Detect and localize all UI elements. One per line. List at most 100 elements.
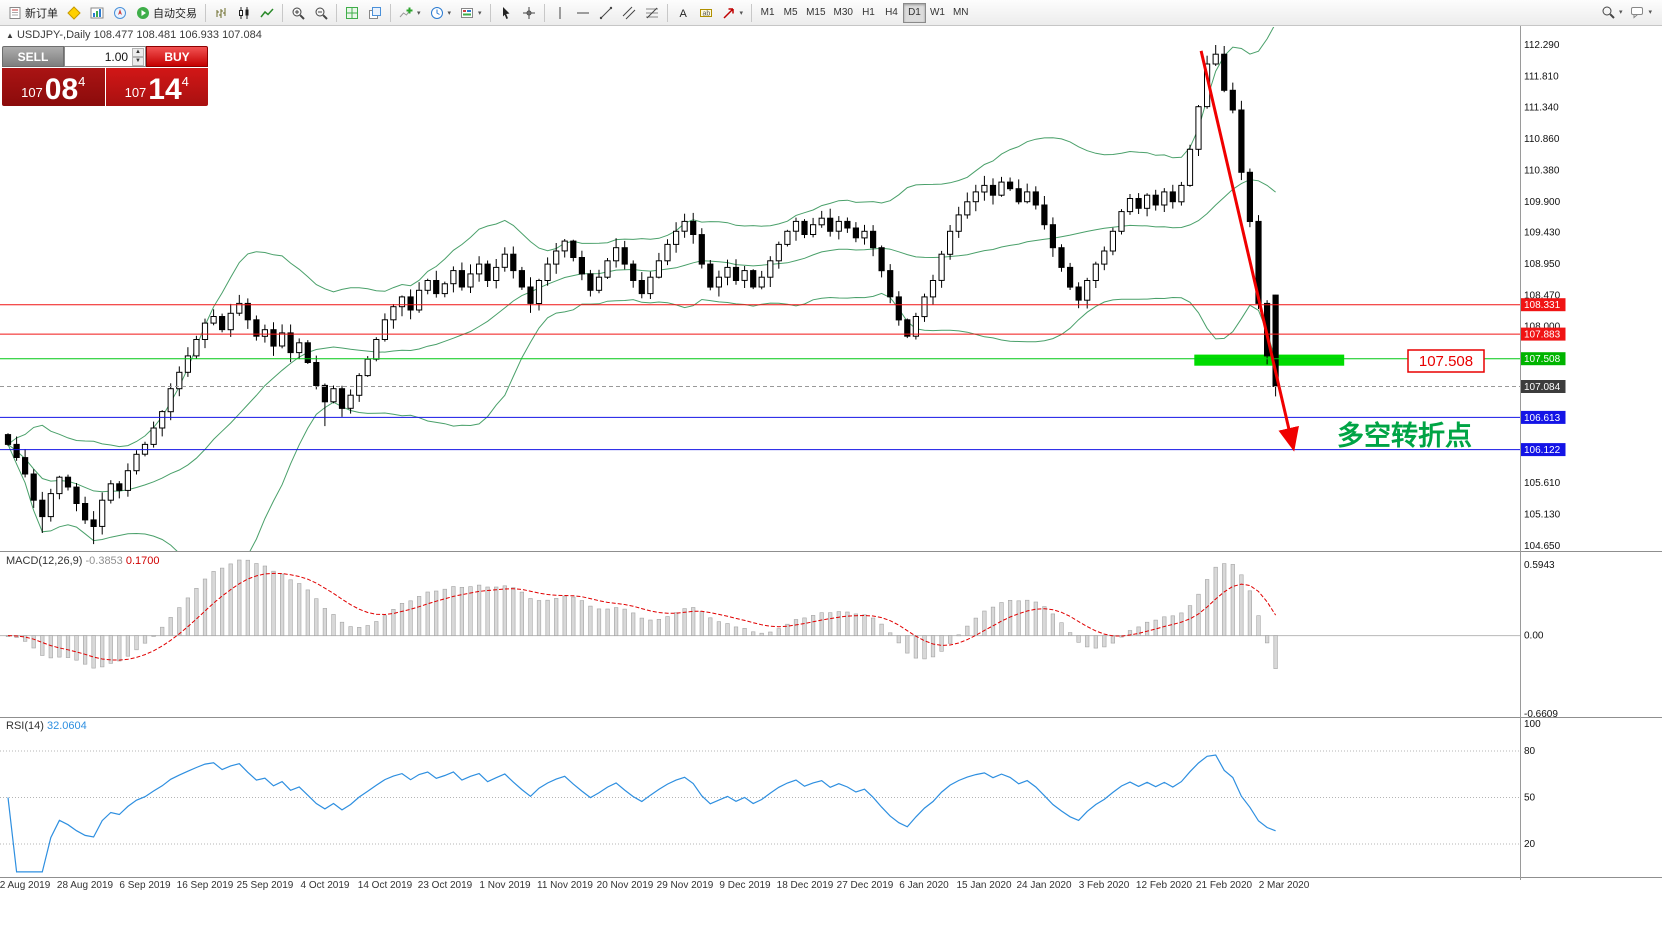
navigator-icon <box>113 6 127 20</box>
sell-price-sup: 4 <box>78 74 86 89</box>
timeframe-D1[interactable]: D1 <box>902 2 926 23</box>
vertical-line-tool-button[interactable] <box>549 2 571 24</box>
horizontal-line-tool-button[interactable] <box>572 2 594 24</box>
date-label: 3 Feb 2020 <box>1078 880 1130 891</box>
price-axis-tick: 108.470 <box>1524 291 1561 302</box>
navigator-button[interactable] <box>109 2 131 24</box>
cascade-windows-button[interactable] <box>364 2 386 24</box>
candle <box>870 225 877 257</box>
pane-separator[interactable] <box>0 877 1662 878</box>
candle <box>1169 184 1176 209</box>
timeframe-H1[interactable]: H1 <box>857 3 880 23</box>
candles <box>4 45 1279 545</box>
price-callout-box[interactable] <box>1407 349 1485 373</box>
candle <box>150 421 157 448</box>
candle <box>47 488 54 522</box>
trend-arrow[interactable] <box>1199 50 1299 452</box>
candle <box>347 389 354 414</box>
candle <box>767 256 774 287</box>
candle <box>1238 100 1245 181</box>
search-button[interactable]: ▾ <box>1597 1 1627 23</box>
templates-button[interactable]: ▾ <box>456 2 486 24</box>
candle <box>510 246 517 279</box>
tile-windows-button[interactable] <box>341 2 363 24</box>
volume-down-button[interactable]: ▼ <box>132 56 144 66</box>
candle <box>398 295 406 317</box>
macd-signal-line <box>7 572 1277 661</box>
date-label: 28 Aug 2019 <box>56 880 114 891</box>
candle <box>578 250 585 281</box>
turning-point-text[interactable]: 多空转折点 <box>1337 420 1472 451</box>
candle <box>30 469 37 508</box>
timeframe-MN[interactable]: MN <box>949 3 973 23</box>
periods-button[interactable]: ▾ <box>426 2 456 24</box>
candle <box>1041 196 1048 230</box>
price-axis-tick: 110.380 <box>1524 165 1560 176</box>
candle-chart-mode-button[interactable] <box>233 2 255 24</box>
svg-text:ab: ab <box>702 10 710 17</box>
cursor-tool-button[interactable] <box>495 2 517 24</box>
support-rectangle[interactable] <box>1194 354 1345 366</box>
pane-separator[interactable] <box>0 717 1662 718</box>
candle <box>1135 193 1142 214</box>
timeframe-M1[interactable]: M1 <box>756 3 779 23</box>
timeframe-H4[interactable]: H4 <box>880 3 903 23</box>
community-button[interactable]: ▾ <box>1626 1 1656 23</box>
candle <box>279 324 286 349</box>
date-axis: 2 Aug 2019 28 Aug 2019 6 Sep 2019 16 Sep 20… <box>0 880 1662 898</box>
candle <box>201 318 209 349</box>
sell-button[interactable]: SELL <box>2 46 64 67</box>
buy-button[interactable]: BUY <box>146 46 208 67</box>
date-label: 20 Nov 2019 <box>596 880 654 891</box>
channel-tool-button[interactable] <box>618 2 640 24</box>
arrows-tool-button[interactable]: ▾ <box>718 2 748 24</box>
volume-up-button[interactable]: ▲ <box>132 47 144 57</box>
new-order-button[interactable]: 新订单 <box>4 2 62 24</box>
text-tool-button[interactable]: A <box>672 2 694 24</box>
one-click-trade-panel: SELL ▲ ▼ BUY 107 08 4 107 14 4 <box>2 46 208 106</box>
candle <box>244 298 251 329</box>
candle <box>647 271 654 299</box>
candle <box>236 294 243 316</box>
candle <box>424 278 431 295</box>
metaeditor-icon <box>67 5 81 20</box>
candle <box>458 262 465 291</box>
timeframe-M30[interactable]: M30 <box>830 3 857 23</box>
timeframe-M5[interactable]: M5 <box>779 3 802 23</box>
date-label: 14 Oct 2019 <box>357 880 413 891</box>
price-tag <box>1520 327 1566 341</box>
price-axis-tick: 108.000 <box>1524 321 1561 332</box>
pane-separator[interactable] <box>0 551 1662 552</box>
sell-price[interactable]: 107 08 4 <box>2 68 105 106</box>
volume-input[interactable] <box>74 48 131 65</box>
candle <box>947 225 954 260</box>
market-watch-button[interactable] <box>86 2 108 24</box>
bar-chart-mode-button[interactable] <box>210 2 232 24</box>
crosshair-tool-button[interactable] <box>518 2 540 24</box>
timeframe-M15[interactable]: M15 <box>802 3 829 23</box>
crosshair-tool-icon <box>522 6 536 20</box>
candle <box>433 270 440 298</box>
dropdown-caret-icon: ▾ <box>417 9 421 17</box>
timeframe-W1[interactable]: W1 <box>926 3 949 23</box>
buy-price[interactable]: 107 14 4 <box>105 68 208 106</box>
fibonacci-tool-button[interactable] <box>641 2 663 24</box>
trendline-tool-button[interactable] <box>595 2 617 24</box>
candle <box>1024 183 1031 204</box>
text-label-tool-icon: ab <box>699 6 713 20</box>
autotrading-button[interactable]: 自动交易 <box>132 2 201 24</box>
zoom-out-button[interactable] <box>310 2 332 24</box>
timeframe-group: M1 M5 M15 M30 H1 H4 D1 W1 MN <box>756 2 973 23</box>
line-chart-mode-button[interactable] <box>256 2 278 24</box>
candle <box>981 175 988 201</box>
toolbar-separator <box>205 3 206 22</box>
candle <box>73 483 80 512</box>
text-label-tool-button[interactable]: ab <box>695 2 717 24</box>
rsi-name: RSI(14) <box>6 720 44 732</box>
metaeditor-button[interactable] <box>63 2 85 24</box>
indicators-list-button[interactable]: ▾ <box>395 2 425 24</box>
zoom-in-button[interactable] <box>287 2 309 24</box>
cursor-tool-icon <box>499 6 513 20</box>
macd-histogram <box>5 559 1278 669</box>
